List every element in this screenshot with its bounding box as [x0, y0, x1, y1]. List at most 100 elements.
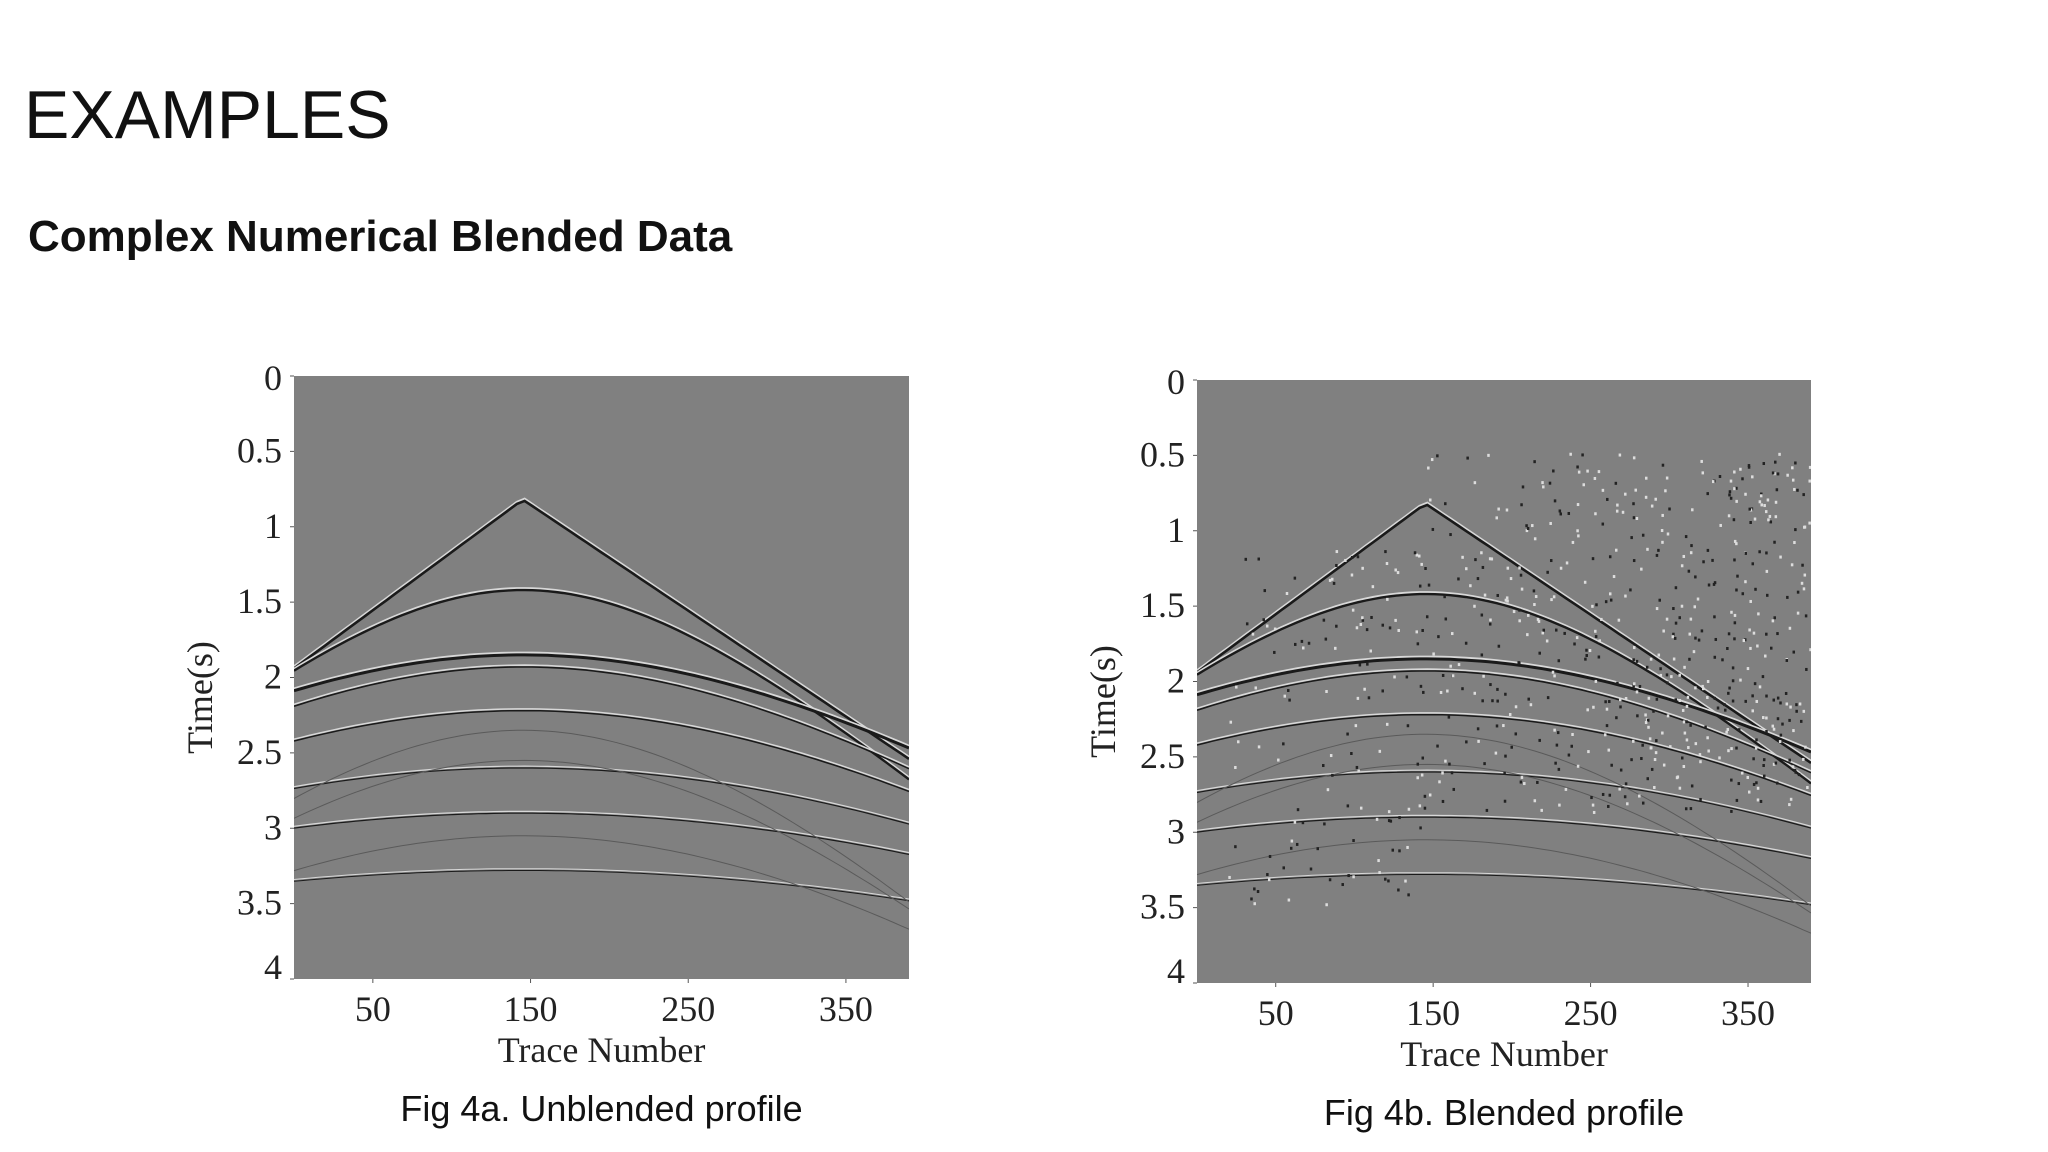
blending-noise	[1436, 744, 1439, 748]
blending-noise	[1672, 657, 1676, 661]
blending-noise	[1525, 524, 1528, 528]
blending-noise	[1749, 508, 1753, 512]
blending-noise	[1263, 589, 1267, 593]
blending-noise	[1406, 845, 1409, 849]
blending-noise	[1733, 470, 1736, 474]
blending-noise	[1751, 475, 1754, 479]
blending-noise	[1753, 682, 1757, 686]
blending-noise	[1604, 600, 1608, 604]
blending-noise	[1506, 599, 1509, 603]
blending-noise	[1387, 810, 1391, 814]
blending-noise	[1774, 500, 1778, 504]
blending-noise	[1765, 632, 1768, 636]
blending-noise	[1608, 592, 1612, 596]
blending-noise	[1788, 626, 1792, 630]
blending-noise	[1266, 873, 1269, 877]
blending-noise	[1793, 487, 1796, 491]
blending-noise	[1616, 681, 1619, 685]
blending-noise	[1706, 492, 1709, 496]
blending-noise	[1788, 718, 1791, 722]
blending-noise	[1386, 597, 1389, 601]
blending-noise	[1794, 461, 1797, 465]
blending-noise	[1701, 684, 1704, 688]
blending-noise	[1592, 810, 1596, 814]
blending-noise	[1747, 790, 1751, 794]
blending-noise	[1556, 731, 1560, 735]
blending-noise	[1635, 690, 1639, 694]
blending-noise	[1597, 470, 1601, 474]
blending-noise	[1728, 493, 1731, 497]
blending-noise	[1381, 623, 1385, 627]
blending-noise	[1450, 771, 1454, 775]
blending-noise	[1256, 890, 1260, 894]
seismic-event	[1197, 816, 1811, 859]
blending-noise	[1776, 781, 1779, 785]
blending-noise	[1771, 724, 1775, 728]
blending-noise	[1645, 665, 1649, 669]
blending-noise	[1506, 566, 1510, 570]
blending-noise	[1802, 587, 1806, 591]
y-tick-label: 3	[264, 807, 282, 847]
blending-noise	[1582, 483, 1585, 487]
blending-noise	[1756, 786, 1760, 790]
blending-noise	[1419, 826, 1422, 830]
blending-noise	[1771, 619, 1775, 623]
blending-noise	[1681, 756, 1684, 760]
seismic-event	[294, 835, 909, 930]
blending-noise	[1361, 566, 1364, 570]
blending-noise	[1287, 898, 1291, 902]
blending-noise	[1449, 533, 1452, 537]
blending-noise	[1546, 570, 1549, 574]
blending-noise	[1559, 512, 1563, 516]
blending-noise	[1600, 617, 1603, 621]
blending-noise	[1746, 775, 1750, 779]
blending-noise	[1678, 616, 1681, 620]
blending-noise	[1549, 521, 1552, 525]
y-axis-label: Time(s)	[180, 641, 220, 754]
seismic-event	[1197, 503, 1811, 764]
blending-noise	[1335, 550, 1339, 554]
blending-noise	[1728, 686, 1731, 690]
blending-noise	[1682, 554, 1686, 558]
blending-noise	[1673, 636, 1677, 640]
x-tick-label: 350	[819, 989, 873, 1029]
blending-noise	[1765, 569, 1769, 573]
blending-noise	[1594, 629, 1597, 633]
blending-noise	[1638, 684, 1642, 688]
blending-noise	[1406, 724, 1410, 728]
blending-noise	[1662, 629, 1665, 633]
blending-noise	[1385, 722, 1389, 726]
blending-noise	[1251, 632, 1255, 636]
blending-noise	[1727, 749, 1730, 753]
blending-noise	[1688, 657, 1691, 661]
blending-noise	[1632, 684, 1635, 688]
blending-noise	[1713, 581, 1717, 585]
y-tick-label: 3	[1167, 811, 1185, 851]
blending-noise	[1769, 520, 1773, 524]
blending-noise	[1756, 798, 1760, 802]
blending-noise	[1576, 503, 1580, 507]
x-tick-label: 250	[1564, 993, 1618, 1033]
blending-noise	[1439, 690, 1443, 694]
blending-noise	[1394, 568, 1397, 572]
blending-noise	[1741, 477, 1744, 481]
blending-noise	[1532, 589, 1536, 593]
blending-noise	[1674, 621, 1678, 625]
blending-noise	[1689, 723, 1692, 727]
blending-noise	[1727, 691, 1730, 695]
blending-noise	[1541, 631, 1544, 635]
blending-noise	[1666, 714, 1670, 718]
blending-noise	[1669, 745, 1672, 749]
blending-noise	[1519, 573, 1523, 577]
blending-noise	[1322, 618, 1326, 622]
blending-noise	[1746, 667, 1750, 671]
blending-noise	[1503, 799, 1507, 803]
blending-noise	[1791, 765, 1795, 769]
blending-noise	[1776, 472, 1780, 476]
blending-noise	[1655, 697, 1659, 701]
blending-noise	[1661, 463, 1665, 467]
blending-noise	[1443, 595, 1446, 599]
blending-noise	[1394, 618, 1397, 622]
blending-noise	[1393, 675, 1396, 679]
blending-noise	[1706, 548, 1710, 552]
